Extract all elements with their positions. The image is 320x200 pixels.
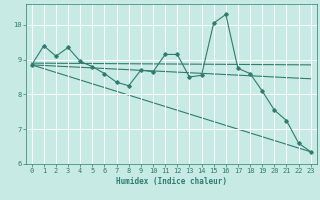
X-axis label: Humidex (Indice chaleur): Humidex (Indice chaleur) bbox=[116, 177, 227, 186]
